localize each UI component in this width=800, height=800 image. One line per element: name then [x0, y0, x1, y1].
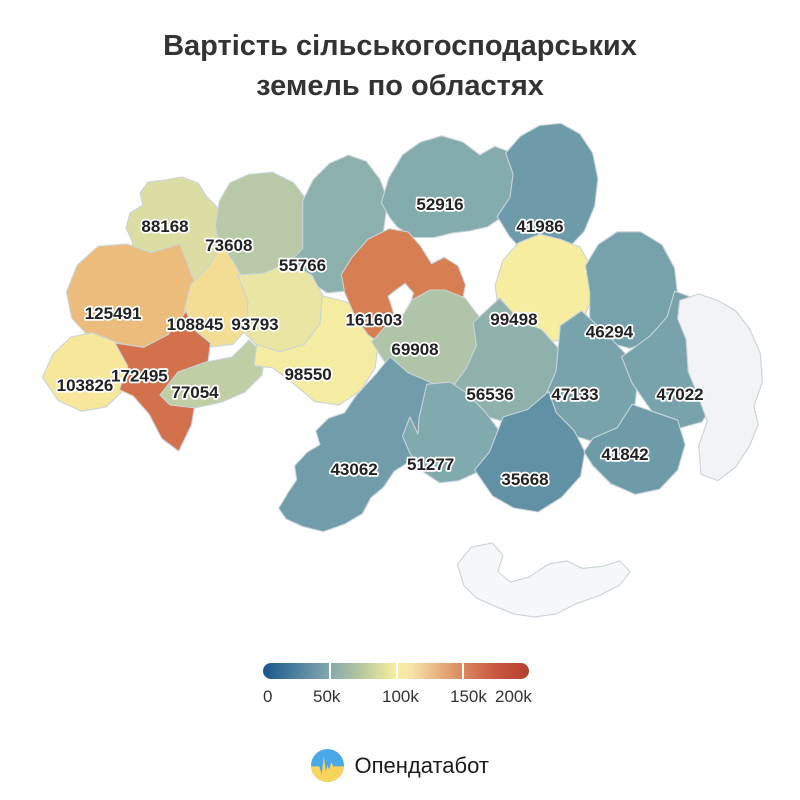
svg-text:41986: 41986: [516, 217, 563, 236]
svg-text:103826: 103826: [57, 376, 114, 395]
svg-text:161603: 161603: [346, 311, 403, 330]
svg-text:55766: 55766: [279, 256, 326, 275]
svg-text:99498: 99498: [490, 310, 537, 329]
svg-text:172495: 172495: [111, 366, 168, 385]
svg-text:35668: 35668: [501, 470, 548, 489]
svg-text:46294: 46294: [586, 322, 634, 341]
svg-text:125491: 125491: [85, 304, 142, 323]
svg-text:52916: 52916: [416, 195, 463, 214]
svg-text:108845: 108845: [167, 315, 224, 334]
svg-text:69908: 69908: [391, 340, 438, 359]
svg-text:47133: 47133: [551, 385, 598, 404]
svg-text:47022: 47022: [656, 385, 703, 404]
svg-text:93793: 93793: [231, 315, 278, 334]
svg-text:88168: 88168: [141, 217, 188, 236]
svg-text:43062: 43062: [330, 460, 377, 479]
svg-text:77054: 77054: [171, 383, 219, 402]
svg-text:56536: 56536: [466, 385, 513, 404]
svg-text:51277: 51277: [407, 455, 454, 474]
svg-text:41842: 41842: [601, 445, 648, 464]
svg-text:73608: 73608: [205, 236, 252, 255]
svg-text:98550: 98550: [284, 365, 331, 384]
